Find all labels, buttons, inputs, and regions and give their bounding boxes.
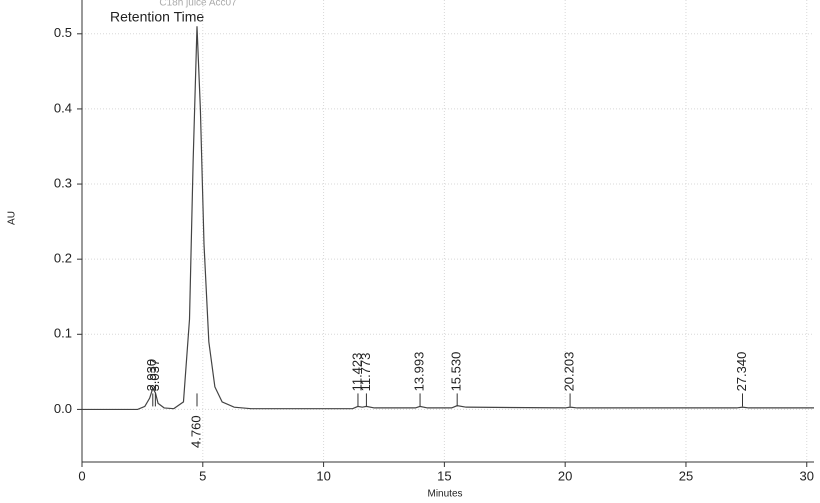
y-tick-label: 0.2: [54, 251, 72, 266]
x-tick-label: 0: [78, 468, 85, 483]
y-tick-label: 0.1: [54, 326, 72, 341]
peak-label: 20.203: [562, 352, 577, 392]
y-tick-label: 0.4: [54, 100, 72, 115]
chart-title: C18h juice Acc07: [159, 0, 237, 9]
x-tick-label: 25: [679, 468, 693, 483]
x-tick-label: 30: [800, 468, 814, 483]
y-tick-label: 0.5: [54, 25, 72, 40]
x-tick-label: 20: [558, 468, 572, 483]
peak-label: 13.993: [411, 352, 426, 392]
peak-label: 3.037: [147, 359, 162, 392]
x-axis-label: Minutes: [427, 489, 462, 500]
x-tick-label: 15: [437, 468, 451, 483]
peak-label: 2.930: [144, 359, 159, 392]
trace: [82, 26, 814, 411]
chart-subtitle: Retention Time: [110, 9, 204, 25]
x-tick-label: 10: [316, 468, 330, 483]
peak-label: 27.340: [734, 352, 749, 392]
peak-label: 11.773: [358, 353, 373, 392]
peak-label: 15.530: [449, 352, 464, 392]
peak-label: 11.423: [349, 353, 364, 392]
y-tick-label: 0.3: [54, 175, 72, 190]
y-tick-label: 0.0: [54, 401, 72, 416]
y-axis-label: AU: [7, 211, 18, 225]
peak-label: 4.760: [188, 415, 203, 448]
x-tick-label: 5: [199, 468, 206, 483]
